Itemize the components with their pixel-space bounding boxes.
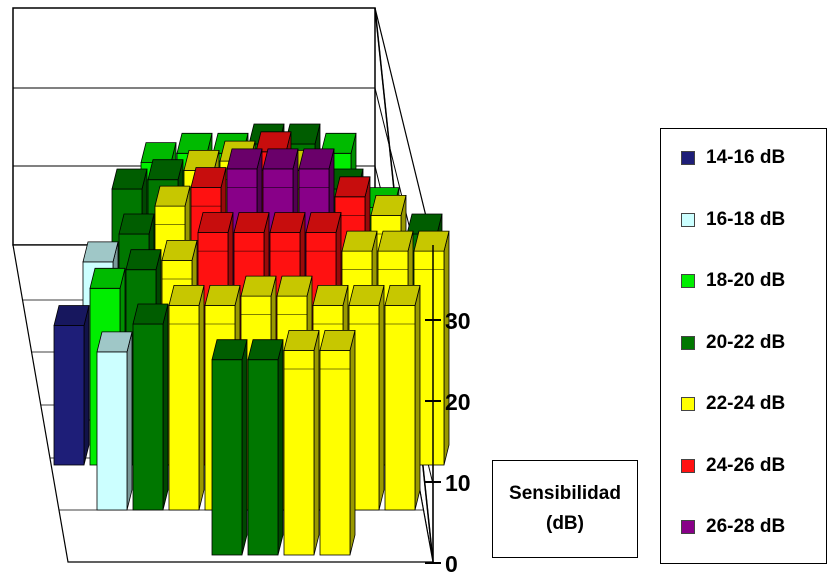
legend-swatch	[681, 335, 695, 350]
bar	[211, 339, 248, 556]
z-tick-label: 20	[445, 389, 471, 415]
bar-top	[211, 339, 248, 361]
z-tick-label: 0	[445, 551, 458, 574]
legend-item: 16-18 dB	[681, 209, 785, 231]
bar-front	[211, 359, 243, 556]
bar	[384, 284, 421, 511]
z-tick-label: 10	[445, 470, 471, 496]
bar-top	[298, 148, 335, 170]
bar-side	[414, 285, 421, 511]
bar-side	[241, 339, 248, 556]
bar-top	[111, 168, 148, 190]
bar-top	[276, 275, 313, 297]
bar	[132, 303, 169, 511]
bar-side	[443, 231, 450, 466]
bar-top	[334, 176, 371, 198]
legend-item: 24-26 dB	[681, 455, 785, 477]
bar-top	[161, 239, 198, 261]
bar-top	[82, 241, 119, 263]
bar-side	[277, 339, 284, 556]
bar-front	[132, 323, 164, 511]
z-axis-title-line2: (dB)	[546, 513, 584, 534]
bar-top	[226, 148, 263, 170]
legend-swatch	[681, 212, 695, 227]
legend-label: 26-28 dB	[706, 516, 786, 537]
legend-label: 20-22 dB	[706, 331, 786, 353]
bar-top	[96, 331, 133, 353]
bar-front	[283, 349, 315, 556]
bar-front	[96, 351, 128, 511]
bar	[247, 339, 284, 556]
bar-top	[413, 230, 450, 252]
bar-side	[126, 331, 133, 511]
legend-item: 18-20 dB	[681, 270, 785, 292]
bar-side	[313, 330, 320, 556]
legend-swatch	[681, 274, 695, 288]
bar-top	[147, 159, 184, 181]
bar-front	[247, 359, 279, 556]
bar-side	[198, 285, 205, 511]
bar-top	[262, 148, 299, 170]
bar	[96, 331, 133, 511]
bar-top	[283, 329, 320, 351]
bar-side	[83, 305, 90, 466]
legend-item: 26-28 dB	[681, 516, 785, 538]
bar-side	[378, 285, 385, 511]
z-axis-title: Sensibilidad (dB)	[492, 460, 638, 558]
legend-swatch	[681, 458, 695, 473]
bar	[319, 329, 356, 556]
bar-side	[162, 303, 169, 511]
bar-top	[197, 212, 234, 233]
legend-item: 22-24 dB	[681, 393, 785, 415]
bar-front	[168, 304, 200, 511]
bar-top	[247, 339, 284, 361]
bar-top	[320, 132, 357, 154]
legend-swatch	[681, 397, 695, 411]
bar-top	[190, 167, 227, 188]
z-tick-label: 30	[445, 308, 471, 334]
bar-top	[312, 284, 349, 306]
bar-top	[377, 230, 414, 252]
legend-label: 22-24 dB	[706, 393, 786, 414]
bar-top	[384, 284, 421, 306]
bar	[53, 305, 90, 466]
bar-top	[284, 123, 321, 145]
legend-label: 24-26 dB	[706, 454, 786, 476]
bar	[168, 284, 205, 511]
chart-bars	[53, 123, 450, 556]
bar-top	[125, 249, 162, 271]
bar-top	[168, 284, 205, 306]
bar-top	[348, 284, 385, 306]
bar-top	[89, 267, 126, 289]
legend: 14-16 dB 16-18 dB 18-20 dB 20-22 dB 22-24 dB…	[660, 128, 827, 564]
legend-item: 14-16 dB	[681, 147, 785, 169]
bar-top	[233, 212, 270, 233]
legend-label: 14-16 dB	[706, 147, 786, 168]
bar-top	[53, 305, 90, 326]
bar-top	[240, 275, 277, 297]
bar-top	[132, 303, 169, 325]
bar-top	[305, 212, 342, 233]
z-axis: 0 10 20 30	[425, 245, 471, 574]
bar-front	[53, 325, 85, 466]
bar-top	[269, 212, 306, 233]
legend-swatch	[681, 151, 695, 165]
z-axis-title-line1: Sensibilidad	[509, 483, 621, 504]
bar-top	[154, 185, 191, 207]
bar-top	[319, 329, 356, 351]
bar-side	[349, 330, 356, 556]
bar-top	[204, 284, 241, 306]
legend-item: 20-22 dB	[681, 332, 785, 354]
bar-top	[118, 213, 155, 235]
bar	[283, 329, 320, 556]
bar-front	[384, 304, 416, 511]
legend-swatch	[681, 520, 695, 534]
bar-top	[341, 230, 378, 252]
bar-top	[370, 194, 407, 216]
legend-label: 18-20 dB	[706, 270, 786, 291]
bar-front	[319, 349, 351, 556]
legend-label: 16-18 dB	[706, 208, 786, 230]
